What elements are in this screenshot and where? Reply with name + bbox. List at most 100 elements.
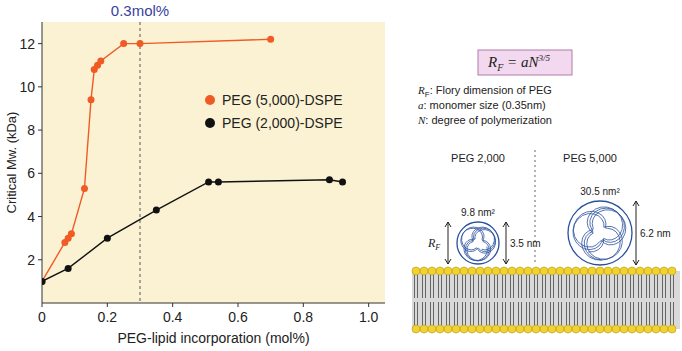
lipid-tail bbox=[518, 302, 519, 325]
lipid-head bbox=[588, 267, 596, 275]
lipid-tail bbox=[598, 302, 599, 325]
lipid-tail bbox=[446, 302, 447, 325]
lipid-tail bbox=[481, 302, 482, 325]
lipid-head bbox=[588, 325, 596, 333]
lipid-head bbox=[436, 267, 444, 275]
lipid-head bbox=[580, 267, 588, 275]
lipid-head bbox=[492, 325, 500, 333]
data-point bbox=[104, 235, 111, 242]
lipid-tail bbox=[622, 275, 623, 298]
lipid-head bbox=[556, 325, 564, 333]
lipid-head bbox=[548, 325, 556, 333]
lipid-tail bbox=[497, 275, 498, 298]
lipid-tail bbox=[630, 302, 631, 325]
dimension-arrow bbox=[636, 201, 637, 265]
lipid-tail bbox=[593, 302, 594, 325]
lipid-head bbox=[428, 325, 436, 333]
y-tick bbox=[38, 86, 42, 87]
definition-text: : monomer size (0.35nm) bbox=[424, 99, 546, 111]
plot-marks bbox=[42, 36, 346, 285]
data-point bbox=[88, 96, 95, 103]
lipid-head bbox=[636, 325, 644, 333]
lipid-tail bbox=[593, 275, 594, 298]
lipid-tail bbox=[582, 275, 583, 298]
lipid-head bbox=[572, 325, 580, 333]
lipid-head bbox=[532, 325, 540, 333]
polymer-coil bbox=[461, 227, 496, 261]
y-tick bbox=[38, 43, 42, 44]
lipid-tail bbox=[590, 302, 591, 325]
x-axis bbox=[42, 303, 385, 304]
lipid-tail bbox=[502, 275, 503, 298]
lipid-tail bbox=[646, 302, 647, 325]
lipid-head bbox=[540, 325, 548, 333]
series-line bbox=[42, 39, 271, 281]
x-tick-label: 0.6 bbox=[228, 309, 248, 325]
lipid-head bbox=[500, 325, 508, 333]
lipid-head bbox=[564, 325, 572, 333]
lipid-tail bbox=[457, 275, 458, 298]
lipid-tail bbox=[417, 302, 418, 325]
lipid-head bbox=[412, 267, 420, 275]
area-label: 9.8 nm² bbox=[461, 207, 496, 218]
lipid-tail bbox=[657, 275, 658, 298]
lipid-tail bbox=[542, 275, 543, 298]
lipid-head bbox=[580, 325, 588, 333]
x-tick bbox=[368, 303, 369, 307]
lipid-tail bbox=[505, 302, 506, 325]
lipid-tail bbox=[465, 302, 466, 325]
panel-label: PEG 2,000 bbox=[451, 152, 505, 164]
arrow-head bbox=[445, 259, 451, 264]
height-symbol: RF bbox=[427, 236, 440, 252]
lipid-tail bbox=[510, 302, 511, 325]
lipid-tail bbox=[641, 302, 642, 325]
x-tick-label: 0.4 bbox=[163, 309, 183, 325]
definition-text: : Flory dimension of PEG bbox=[430, 84, 552, 96]
lipid-head bbox=[596, 325, 604, 333]
lipid-tail bbox=[601, 302, 602, 325]
lipid-tail bbox=[521, 302, 522, 325]
lipid-tail bbox=[654, 302, 655, 325]
lipid-head bbox=[644, 325, 652, 333]
lipid-tail bbox=[553, 302, 554, 325]
lipid-tail bbox=[454, 275, 455, 298]
x-tick bbox=[238, 303, 239, 307]
arrow-head bbox=[633, 260, 639, 265]
lipid-tail bbox=[481, 275, 482, 298]
lipid-tail bbox=[430, 302, 431, 325]
lipid-tail bbox=[473, 275, 474, 298]
x-tick-label: 0.2 bbox=[98, 309, 118, 325]
lipid-tail bbox=[545, 275, 546, 298]
lipid-tail bbox=[425, 302, 426, 325]
lipid-head bbox=[628, 325, 636, 333]
y-axis-title: Critical Mw. (kDa) bbox=[4, 112, 19, 214]
arrow-head bbox=[503, 222, 509, 227]
lipid-tail bbox=[606, 302, 607, 325]
lipid-tail bbox=[638, 275, 639, 298]
lipid-tail bbox=[569, 302, 570, 325]
definition: a: monomer size (0.35nm) bbox=[418, 99, 546, 111]
arrow-head bbox=[503, 259, 509, 264]
definition: RF: Flory dimension of PEG bbox=[417, 84, 552, 99]
legend-label: PEG (5,000)-DSPE bbox=[222, 92, 343, 108]
lipid-head bbox=[476, 325, 484, 333]
lipid-tail bbox=[417, 275, 418, 298]
lipid-tail bbox=[566, 275, 567, 298]
polymer-coil bbox=[573, 207, 626, 260]
x-tick-label: 0.8 bbox=[294, 309, 314, 325]
lipid-head bbox=[628, 267, 636, 275]
lipid-tail bbox=[577, 275, 578, 298]
lipid-tail bbox=[590, 275, 591, 298]
lipid-tail bbox=[465, 275, 466, 298]
lipid-head bbox=[524, 325, 532, 333]
lipid-head bbox=[476, 267, 484, 275]
lipid-tail bbox=[414, 302, 415, 325]
lipid-tail bbox=[633, 302, 634, 325]
formula-box bbox=[478, 50, 572, 75]
series-line bbox=[42, 180, 343, 282]
lipid-tail bbox=[497, 302, 498, 325]
annotation: 0.3mol% bbox=[111, 2, 169, 19]
lipid-head bbox=[660, 267, 668, 275]
y-tick-label: 6 bbox=[27, 165, 35, 181]
lipid-tail bbox=[438, 302, 439, 325]
